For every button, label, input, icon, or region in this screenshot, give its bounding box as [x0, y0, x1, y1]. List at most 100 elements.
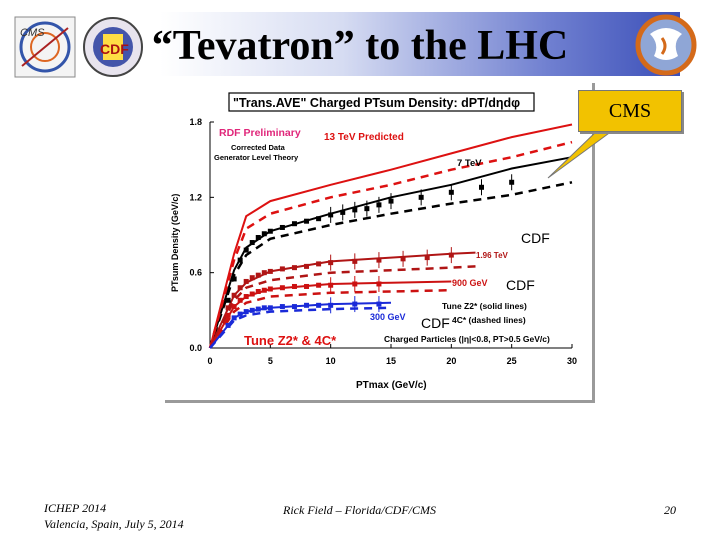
energy-label-900gev: 900 GeV: [452, 278, 488, 288]
datapoint-7-tev-2: [237, 257, 243, 263]
legend-13tev: 13 TeV Predicted: [324, 132, 404, 143]
datapoint-7-tev-18: [418, 194, 424, 200]
datapoint-7-tev-3: [243, 247, 249, 253]
y-tick-label-1.8: 1.8: [189, 117, 202, 127]
footer-author: Rick Field – Florida/CDF/CMS: [283, 503, 436, 517]
datapoint-900-gev-7: [267, 286, 273, 292]
datapoint-7-tev-12: [328, 212, 334, 218]
datapoint-1-96-tev-3: [243, 278, 249, 284]
datapoint-300-gev-11: [316, 302, 322, 308]
page-number: 20: [664, 503, 676, 517]
y-tick-label-1.2: 1.2: [189, 192, 202, 202]
legend-tune-solid: Tune Z2* (solid lines): [442, 301, 527, 311]
datapoint-1-96-tev-4: [249, 275, 255, 281]
chart-title: "Trans.AVE" Charged PTsum Density: dPT/d…: [233, 96, 520, 110]
datapoint-900-gev-9: [291, 283, 297, 289]
curve-dashed-900-gev: [208, 288, 452, 349]
datapoint-7-tev-7: [267, 228, 273, 234]
page-title: “Tevatron” to the LHC: [151, 23, 569, 69]
datapoint-900-gev-11: [316, 282, 322, 288]
footer-conference: ICHEP 2014 Valencia, Spain, July 5, 2014: [44, 500, 184, 532]
datapoint-900-gev-14: [376, 281, 382, 287]
datapoint-1-96-tev-13: [352, 258, 358, 264]
datapoint-1-96-tev-7: [267, 268, 273, 274]
datapoint-300-gev-0: [225, 322, 231, 328]
datapoint-900-gev-2: [237, 297, 243, 303]
datapoint-900-gev-13: [352, 281, 358, 287]
banner-gradient: [160, 12, 680, 76]
legend-rdf: RDF Preliminary: [219, 127, 301, 139]
legend-corrected: Corrected Data: [231, 143, 286, 152]
datapoint-1-96-tev-6: [261, 270, 267, 276]
datapoint-1-96-tev-5: [255, 272, 261, 278]
legend-tune-dashed: 4C* (dashed lines): [452, 315, 526, 325]
x-tick-label-20: 20: [446, 356, 456, 366]
datapoint-7-tev-10: [304, 218, 310, 224]
curve-solid-13-tev-predicted: [209, 123, 573, 349]
datapoint-900-gev-1: [231, 304, 237, 310]
energy-label-300gev: 300 GeV: [370, 312, 406, 322]
cdf-logo: CDF: [83, 17, 143, 77]
cms-callout: CMS: [578, 90, 682, 132]
curve-dashed-1-96-tev: [208, 265, 476, 349]
datapoint-300-gev-14: [376, 301, 382, 307]
legend-cuts: Charged Particles (|η|<0.8, PT>0.5 GeV/c…: [384, 334, 550, 344]
datapoint-7-tev-9: [291, 221, 297, 227]
datapoint-900-gev-3: [243, 294, 249, 300]
energy-label-196tev: 1.96 TeV: [476, 251, 509, 260]
x-tick-label-15: 15: [386, 356, 396, 366]
datapoint-300-gev-5: [255, 306, 261, 312]
datapoint-300-gev-7: [267, 305, 273, 311]
cms-logo: CMS: [14, 16, 76, 78]
y-axis-label: PTsum Density (GeV/c): [170, 194, 180, 292]
datapoint-7-tev-21: [509, 179, 515, 185]
datapoint-900-gev-4: [249, 291, 255, 297]
footer-conference-name: ICHEP 2014: [44, 501, 107, 515]
datapoint-300-gev-9: [291, 304, 297, 310]
datapoint-1-96-tev-16: [424, 255, 430, 261]
datapoint-1-96-tev-11: [316, 261, 322, 267]
cdf-label-upper: CDF: [521, 230, 550, 246]
footer-conference-location: Valencia, Spain, July 5, 2014: [44, 517, 184, 531]
cdf-label-low: CDF: [421, 315, 450, 331]
datapoint-1-96-tev-15: [400, 256, 406, 262]
chart-title-box: [228, 92, 535, 112]
datapoint-7-tev-11: [316, 216, 322, 222]
datapoint-1-96-tev-17: [448, 252, 454, 258]
x-tick-label-30: 30: [567, 356, 577, 366]
datapoint-7-tev-20: [479, 184, 484, 190]
datapoint-300-gev-2: [237, 311, 243, 317]
datapoint-7-tev-14: [352, 207, 358, 213]
datapoint-7-tev-6: [261, 231, 267, 237]
florida-logo: [635, 14, 697, 76]
datapoint-1-96-tev-9: [291, 265, 297, 271]
datapoint-300-gev-10: [304, 302, 310, 308]
datapoint-1-96-tev-0: [225, 305, 231, 311]
curve-dashed-7-tev: [208, 181, 573, 349]
y-tick-label-0.0: 0.0: [189, 343, 202, 353]
x-tick-label-10: 10: [326, 356, 336, 366]
datapoint-300-gev-1: [231, 315, 237, 321]
legend-tunes: Tune Z2* & 4C*: [244, 333, 337, 348]
datapoint-7-tev-19: [448, 189, 454, 195]
datapoint-7-tev-1: [231, 276, 237, 282]
datapoint-7-tev-4: [249, 240, 255, 246]
datapoint-7-tev-17: [388, 198, 394, 204]
datapoint-300-gev-12: [328, 302, 334, 308]
datapoint-900-gev-10: [304, 283, 310, 289]
datapoint-7-tev-13: [340, 209, 346, 215]
cms-callout-pointer: [547, 127, 618, 179]
datapoint-7-tev-0: [225, 297, 231, 303]
datapoint-1-96-tev-2: [237, 285, 243, 291]
legend-generator: Generator Level Theory: [214, 153, 299, 162]
energy-label-7tev: 7 TeV: [457, 158, 482, 169]
x-tick-label-0: 0: [207, 356, 212, 366]
datapoint-300-gev-6: [261, 305, 267, 311]
datapoint-900-gev-8: [279, 285, 285, 291]
datapoint-1-96-tev-10: [304, 263, 310, 269]
datapoint-7-tev-5: [255, 235, 261, 241]
datapoint-300-gev-3: [243, 309, 249, 315]
cdf-label-mid: CDF: [506, 277, 535, 293]
datapoint-300-gev-4: [249, 307, 255, 313]
datapoint-1-96-tev-12: [328, 260, 334, 266]
